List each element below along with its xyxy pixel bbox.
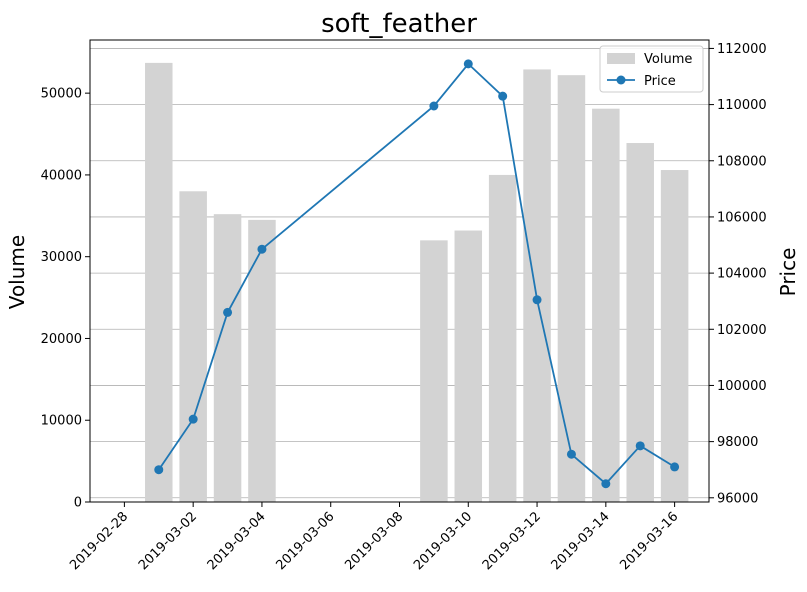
x-tick-label-2: 2019-03-04 <box>205 509 269 573</box>
y-tick-label-1: 10000 <box>41 414 82 429</box>
x-tick-label-7: 2019-03-14 <box>549 509 613 573</box>
y-tick-label-4: 40000 <box>41 168 82 183</box>
legend-volume-swatch <box>607 53 635 64</box>
legend: Volume Price <box>599 45 704 93</box>
volume-bar-2019-03-14 <box>592 108 620 503</box>
x-tick-label-8: 2019-03-16 <box>617 509 681 573</box>
price-point-2019-03-11 <box>498 91 508 101</box>
volume-bar-2019-03-02 <box>179 191 207 502</box>
price-point-2019-03-15 <box>635 441 645 451</box>
y2-axis-title: Price <box>776 248 800 297</box>
price-point-2019-03-03 <box>223 307 233 317</box>
volume-bar-2019-03-01 <box>145 62 173 503</box>
price-point-2019-03-12 <box>532 295 542 305</box>
volume-bar-2019-03-11 <box>488 174 517 502</box>
legend-price-marker <box>616 75 626 85</box>
legend-volume-label: Volume <box>644 52 692 67</box>
price-point-2019-03-16 <box>670 462 680 472</box>
x-tick-label-5: 2019-03-10 <box>411 509 475 573</box>
y-tick-label-2: 20000 <box>41 332 82 347</box>
y-tick-label-5: 50000 <box>41 87 82 102</box>
y-axis-title: Volume <box>5 235 29 309</box>
price-point-2019-03-14 <box>601 479 611 489</box>
volume-bar-2019-03-13 <box>557 75 586 502</box>
y2-tick-label-4: 104000 <box>717 267 767 282</box>
y2-tick-label-0: 96000 <box>717 491 758 506</box>
volume-bar-2019-03-10 <box>454 230 483 502</box>
price-point-2019-03-01 <box>154 465 164 475</box>
x-tick-label-3: 2019-03-06 <box>273 509 337 573</box>
volume-bar-2019-03-12 <box>523 69 551 502</box>
y-tick-label-0: 0 <box>74 496 82 511</box>
x-tick-label-0: 2019-02-28 <box>67 509 131 573</box>
volume-bar-2019-03-04 <box>248 219 276 502</box>
y2-tick-label-2: 100000 <box>717 379 767 394</box>
y2-tick-label-1: 98000 <box>717 435 758 450</box>
volume-bar-2019-03-16 <box>660 170 689 502</box>
price-point-2019-03-09 <box>429 101 439 111</box>
price-line-series <box>154 59 680 489</box>
axes <box>85 39 714 507</box>
x-tick-label-6: 2019-03-12 <box>480 509 544 573</box>
x-tick-label-4: 2019-03-08 <box>342 509 406 573</box>
chart-title: soft_feather <box>321 9 477 39</box>
price-point-2019-03-10 <box>463 59 473 69</box>
y2-tick-label-8: 112000 <box>717 42 767 57</box>
y2-tick-label-3: 102000 <box>717 323 767 338</box>
legend-price-label: Price <box>644 74 676 89</box>
y2-tick-label-7: 110000 <box>717 98 767 113</box>
x-tick-label-1: 2019-03-02 <box>136 509 200 573</box>
y-tick-label-3: 30000 <box>41 250 82 265</box>
price-point-2019-03-13 <box>566 449 576 459</box>
volume-bars <box>145 62 689 503</box>
volume-bar-2019-03-09 <box>420 240 448 502</box>
price-point-2019-03-04 <box>257 244 267 254</box>
price-point-2019-03-02 <box>188 414 198 424</box>
price-line <box>158 62 676 485</box>
volume-bar-2019-03-03 <box>213 214 242 502</box>
y2-tick-label-6: 108000 <box>717 154 767 169</box>
y2-tick-label-5: 106000 <box>717 210 767 225</box>
